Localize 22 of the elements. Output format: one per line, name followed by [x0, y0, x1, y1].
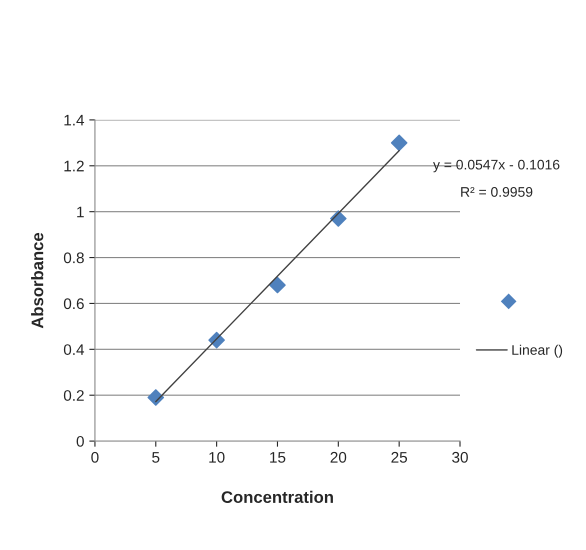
x-tick-label: 10 [209, 452, 225, 463]
x-tick-label: 15 [270, 452, 286, 463]
y-tick-label: 0.2 [64, 390, 84, 401]
x-tick-label: 20 [330, 452, 346, 463]
x-tick-label: 0 [91, 452, 99, 463]
y-tick-label: 0 [76, 436, 84, 447]
y-axis-title: Absorbance [31, 232, 44, 328]
y-tick-label: 0.4 [64, 344, 84, 356]
x-tick-label: 5 [152, 452, 160, 463]
point [269, 276, 286, 294]
point [390, 134, 408, 152]
x-tick-label: 25 [391, 452, 408, 463]
legend-label: Linear () [512, 344, 562, 358]
y-tick-label: 1.4 [64, 114, 84, 126]
y-tick-label: 1.2 [64, 160, 84, 172]
y-tick-label: 0.6 [64, 298, 84, 310]
x-axis-title: Concentration [222, 490, 333, 503]
y-tick-label: 1 [77, 206, 84, 218]
annotation: y = 0.0547x - 0.1016 [433, 160, 560, 172]
y-tick-label: 0.8 [64, 252, 84, 264]
text: R² = 0.9959 [461, 187, 532, 197]
x-tick-label: 30 [452, 452, 468, 463]
